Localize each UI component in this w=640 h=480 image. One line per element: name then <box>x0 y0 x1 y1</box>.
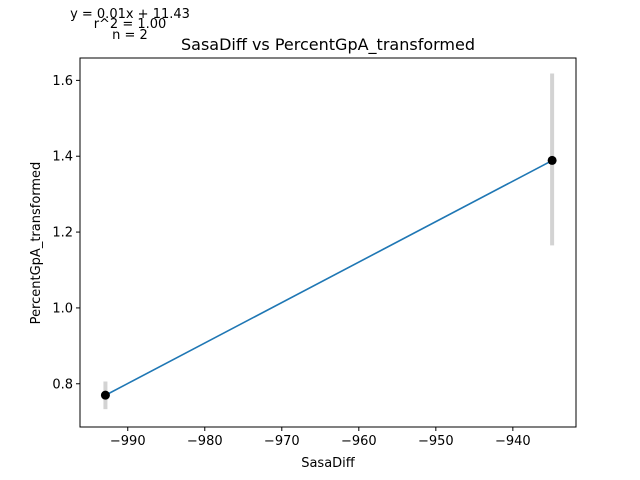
points-layer <box>100 155 557 400</box>
y-tick-label: 1.2 <box>52 226 73 241</box>
y-tick-label: 1.6 <box>52 74 73 89</box>
r-squared-annotation: r^2 = 1.00 <box>94 17 167 32</box>
plot-frame <box>79 57 577 428</box>
fit-equation-annotation: y = 0.01x + 11.43 <box>70 7 190 22</box>
y-tick-label: 1.0 <box>52 301 73 316</box>
x-axis-label: SasaDiff <box>301 456 356 471</box>
x-tick-label: −950 <box>418 434 454 449</box>
x-axis-ticks: −990 −980 −970 −960 −950 −940 <box>110 427 531 449</box>
y-tick-label: 0.8 <box>52 377 73 392</box>
regression-line <box>105 159 553 396</box>
x-tick-label: −980 <box>187 434 223 449</box>
data-point-2 <box>547 155 557 165</box>
data-point-1 <box>100 390 110 400</box>
chart-title: SasaDiff vs PercentGpA_transformed <box>181 35 475 55</box>
x-tick-label: −970 <box>264 434 300 449</box>
fit-line-layer <box>105 159 553 396</box>
y-tick-label: 1.4 <box>52 150 73 165</box>
x-tick-label: −940 <box>495 434 531 449</box>
x-tick-label: −990 <box>110 434 146 449</box>
x-tick-label: −960 <box>341 434 377 449</box>
error-bars-layer <box>103 73 555 410</box>
y-axis-label: PercentGpA_transformed <box>29 162 44 325</box>
sample-count-annotation: n = 2 <box>112 28 148 43</box>
y-axis-ticks: 0.8 1.0 1.2 1.4 1.6 <box>52 74 80 392</box>
